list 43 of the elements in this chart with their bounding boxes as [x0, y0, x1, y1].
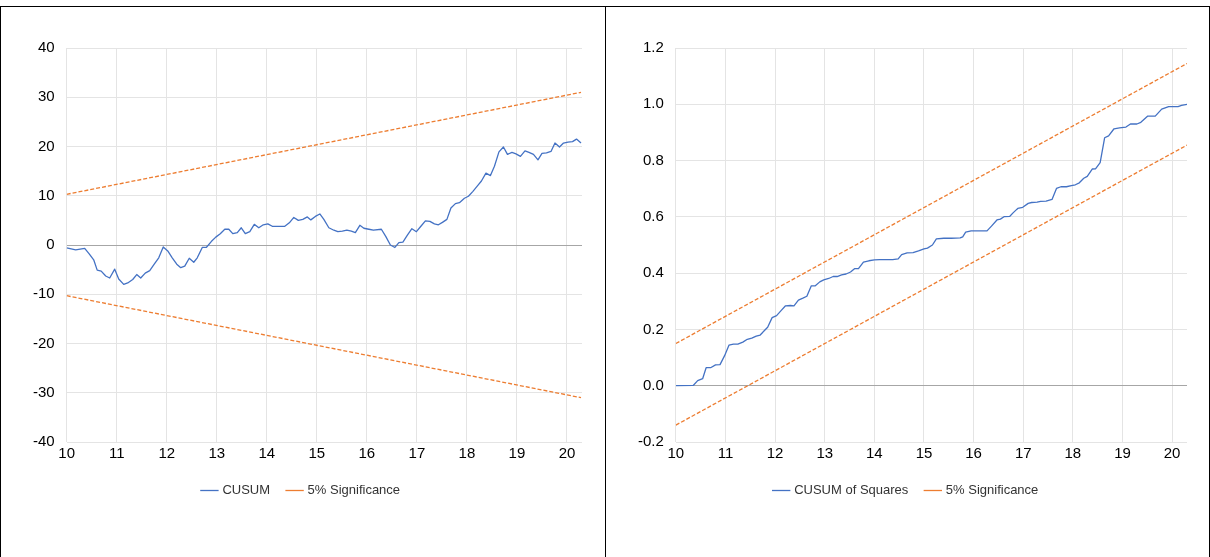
x-tick-label: 14: [866, 444, 883, 462]
y-tick-label: 30: [37, 87, 55, 105]
x-tick-label: 16: [358, 444, 376, 462]
x-tick-label: 17: [408, 444, 426, 462]
y-tick-label: 0.8: [642, 150, 664, 168]
x-tick-label: 12: [158, 444, 176, 462]
x-tick-label: 13: [208, 444, 226, 462]
x-tick-label: 19: [508, 444, 526, 462]
y-tick-label: 0.0: [642, 375, 664, 393]
x-tick-label: 18: [1064, 444, 1082, 462]
x-tick-label: 10: [667, 444, 685, 462]
x-tick-label: 10: [58, 444, 76, 462]
x-tick-label: 17: [1014, 444, 1032, 462]
x-tick-label: 20: [1163, 444, 1181, 462]
y-tick-label: 0.4: [642, 263, 664, 281]
legend-label: 5% Significance: [945, 482, 1039, 498]
y-tick-label: -10: [32, 284, 55, 302]
x-tick-label: 14: [258, 444, 276, 462]
y-tick-label: -20: [32, 333, 55, 351]
y-tick-label: -40: [32, 432, 55, 450]
y-tick-label: 0.2: [642, 319, 664, 337]
legend-label: 5% Significance: [307, 482, 401, 498]
x-tick-label: 11: [108, 444, 125, 462]
x-tick-label: 13: [816, 444, 834, 462]
x-tick-label: 15: [915, 444, 933, 462]
y-tick-label: 1.2: [642, 38, 664, 56]
x-tick-label: 15: [308, 444, 326, 462]
x-tick-label: 16: [965, 444, 982, 462]
y-tick-label: 0.6: [642, 207, 664, 224]
x-tick-label: 19: [1114, 444, 1131, 462]
x-tick-label: 12: [766, 444, 784, 462]
y-tick-label: -0.2: [637, 432, 664, 450]
y-tick-label: 40: [37, 38, 55, 56]
y-tick-label: 0: [46, 235, 55, 253]
y-tick-label: 10: [37, 185, 55, 203]
x-tick-label: 11: [717, 444, 734, 462]
x-tick-label: 20: [558, 444, 576, 462]
y-tick-label: 1.0: [642, 94, 664, 112]
legend-label: CUSUM: [222, 482, 271, 498]
y-tick-label: -30: [32, 382, 55, 400]
legend-label: CUSUM of Squares: [794, 482, 909, 498]
y-tick-label: 20: [37, 136, 55, 154]
x-tick-label: 18: [458, 444, 476, 462]
